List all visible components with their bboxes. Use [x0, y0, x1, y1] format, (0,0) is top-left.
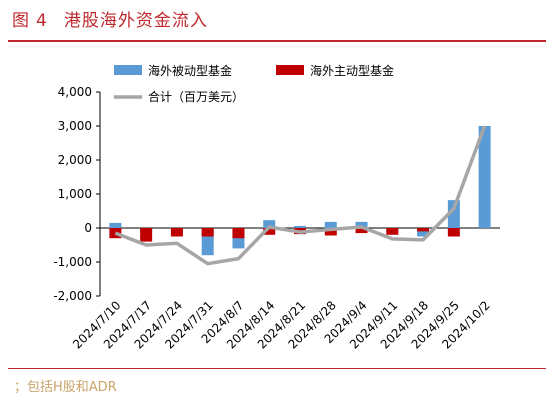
y-tick-label: 2,000 [58, 153, 92, 167]
bar-passive-10 [417, 228, 430, 237]
title-rule [8, 40, 546, 42]
bar-active-8 [355, 228, 368, 234]
total-line [114, 125, 487, 266]
y-tick-label: 3,000 [58, 119, 92, 133]
bottom-rule [8, 368, 546, 369]
bar-active-5 [263, 228, 276, 235]
legend-label-2: 合计（百万美元） [148, 89, 244, 104]
bar-passive-7 [324, 221, 337, 228]
tick-label-layer: 4,0003,0002,0001,0000-1,000-2,0002024/7/… [53, 85, 492, 352]
bar-passive-12 [478, 126, 491, 228]
y-tick-label: 1,000 [58, 187, 92, 201]
bar-active-11 [447, 228, 460, 237]
bar-passive-11 [447, 200, 460, 228]
figure-title-text: 港股海外资金流入 [63, 11, 208, 31]
bar-passive-8 [355, 221, 368, 228]
footnote: ；包括H股和ADR [14, 380, 117, 395]
bar-passive-5 [263, 220, 276, 228]
bar-layer [109, 126, 491, 256]
figure-number: 4 [36, 11, 48, 31]
axis-layer [96, 91, 500, 297]
figure-label: 图 [12, 11, 30, 31]
bar-active-4 [232, 228, 245, 239]
legend-label-1: 海外主动型基金 [310, 63, 394, 78]
y-tick-label: 0 [84, 221, 92, 235]
bar-passive-6 [294, 225, 306, 228]
bar-active-3 [201, 228, 214, 237]
y-tick-label: -1,000 [53, 255, 92, 269]
bar-active-2 [170, 228, 183, 237]
y-tick-label: -2,000 [53, 289, 92, 303]
y-tick-label: 4,000 [58, 85, 92, 99]
legend-label-0: 海外被动型基金 [148, 63, 232, 78]
bar-passive-0 [109, 222, 122, 228]
bar-active-1 [140, 228, 153, 242]
bar-active-10 [417, 228, 430, 232]
bar-active-7 [324, 228, 337, 236]
bar-active-9 [386, 228, 399, 235]
legend-swatch-1 [276, 65, 304, 75]
legend-swatch-0 [114, 65, 142, 75]
line-layer [114, 125, 487, 266]
figure-title: 图 4 港股海外资金流入 [12, 6, 208, 31]
